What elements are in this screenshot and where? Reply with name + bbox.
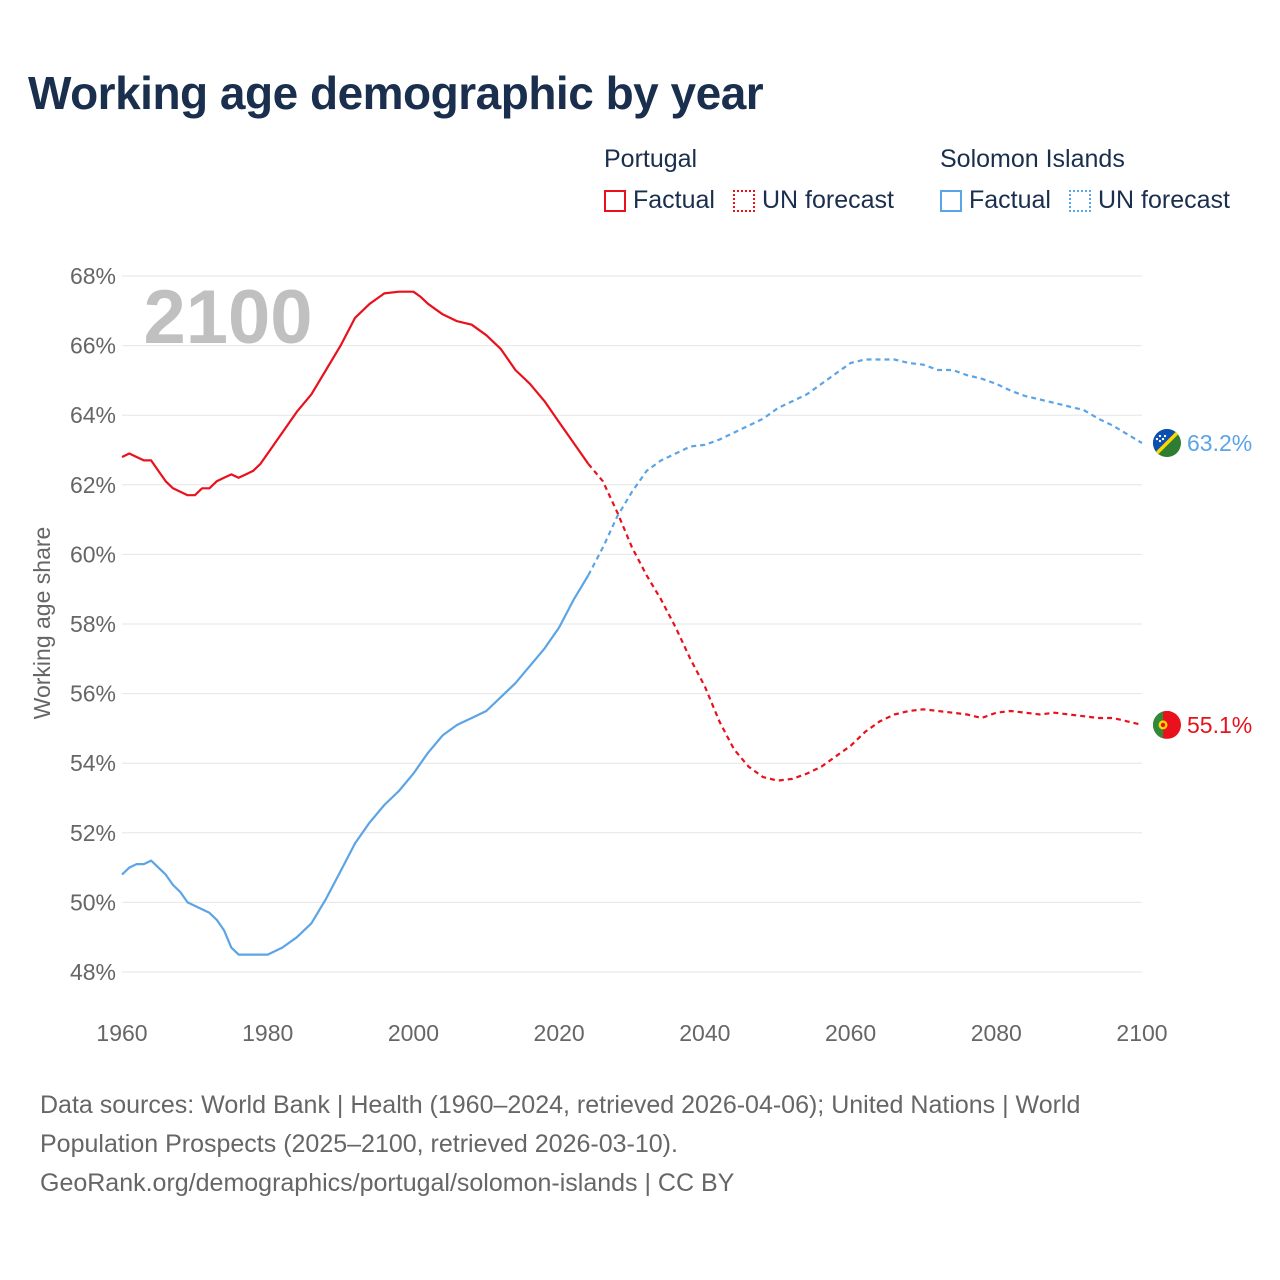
chart-title: Working age demographic by year (28, 67, 764, 119)
y-tick-label: 52% (70, 820, 116, 846)
solomon-islands-forecast-line (587, 358, 1143, 576)
legend-label: Factual (633, 186, 715, 214)
sources-line-3: GeoRank.org/demographics/portugal/solomo… (40, 1169, 735, 1197)
legend-portugal-forecast[interactable]: UN forecast (732, 186, 894, 215)
x-tick-label: 1980 (242, 1020, 293, 1046)
y-tick-label: 56% (70, 681, 116, 707)
x-tick-label: 2040 (679, 1020, 730, 1046)
legend-solomon-islands-factual[interactable]: Factual (940, 186, 1051, 215)
y-tick-label: 62% (70, 472, 116, 498)
portugal-end-value-label: 55.1% (1187, 712, 1252, 738)
line-chart: 2100 Working age share 48% 50% 52% 54% 56% 58… (29, 263, 1252, 1046)
series-end-markers: 55.1% 63.2% (1153, 429, 1252, 739)
dotted-swatch-icon (732, 189, 755, 212)
dotted-swatch-icon (1068, 189, 1091, 212)
sources-line-2: Population Prospects (2025–2100, retriev… (40, 1130, 678, 1158)
solomon-islands-factual-line (121, 574, 590, 956)
y-tick-label: 66% (70, 333, 116, 359)
x-axis-ticks: 1960 1980 2000 2020 2040 2060 2080 2100 (96, 1020, 1167, 1046)
legend-label: UN forecast (761, 186, 894, 214)
solid-swatch-icon (940, 189, 962, 212)
legend-portugal: Portugal Factual UN forecast (604, 145, 912, 215)
year-watermark: 2100 (143, 275, 312, 360)
data-sources-note: Data sources: World Bank | Health (1960–… (40, 1086, 1240, 1203)
portugal-factual-line (121, 290, 590, 497)
solid-swatch-icon (604, 189, 626, 212)
y-tick-label: 68% (70, 263, 116, 289)
y-axis-ticks: 48% 50% 52% 54% 56% 58% 60% 62% 64% 66% 68% (70, 263, 116, 985)
y-tick-label: 50% (70, 889, 116, 915)
solomon-islands-flag-icon (1153, 429, 1181, 458)
legend-solomon-islands-title: Solomon Islands (940, 145, 1125, 173)
legend-portugal-factual[interactable]: Factual (604, 186, 715, 215)
sources-line-1: Data sources: World Bank | Health (1960–… (40, 1091, 1081, 1119)
legend-label: UN forecast (1097, 186, 1230, 214)
x-tick-label: 2000 (388, 1020, 439, 1046)
y-tick-label: 64% (70, 402, 116, 428)
x-tick-label: 2020 (534, 1020, 585, 1046)
solomon-islands-end-value-label: 63.2% (1187, 430, 1252, 456)
gridlines (122, 275, 1142, 973)
x-tick-label: 1960 (96, 1020, 147, 1046)
legend-portugal-title: Portugal (604, 145, 698, 173)
x-tick-label: 2100 (1116, 1020, 1167, 1046)
legend-solomon-islands-forecast[interactable]: UN forecast (1068, 186, 1230, 215)
legend-label: Factual (969, 186, 1051, 214)
y-axis-label: Working age share (29, 527, 55, 720)
series-lines (121, 290, 1143, 956)
y-tick-label: 58% (70, 611, 116, 637)
legend-solomon-islands: Solomon Islands Factual UN forecast (940, 145, 1248, 215)
x-tick-label: 2080 (971, 1020, 1022, 1046)
portugal-forecast-line (587, 463, 1143, 782)
y-tick-label: 54% (70, 750, 116, 776)
x-tick-label: 2060 (825, 1020, 876, 1046)
y-tick-label: 48% (70, 959, 116, 985)
y-tick-label: 60% (70, 541, 116, 567)
portugal-flag-icon (1153, 710, 1181, 739)
